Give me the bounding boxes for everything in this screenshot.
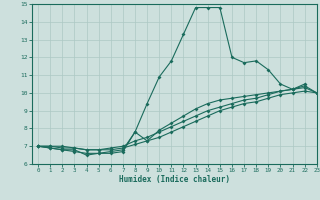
X-axis label: Humidex (Indice chaleur): Humidex (Indice chaleur) <box>119 175 230 184</box>
